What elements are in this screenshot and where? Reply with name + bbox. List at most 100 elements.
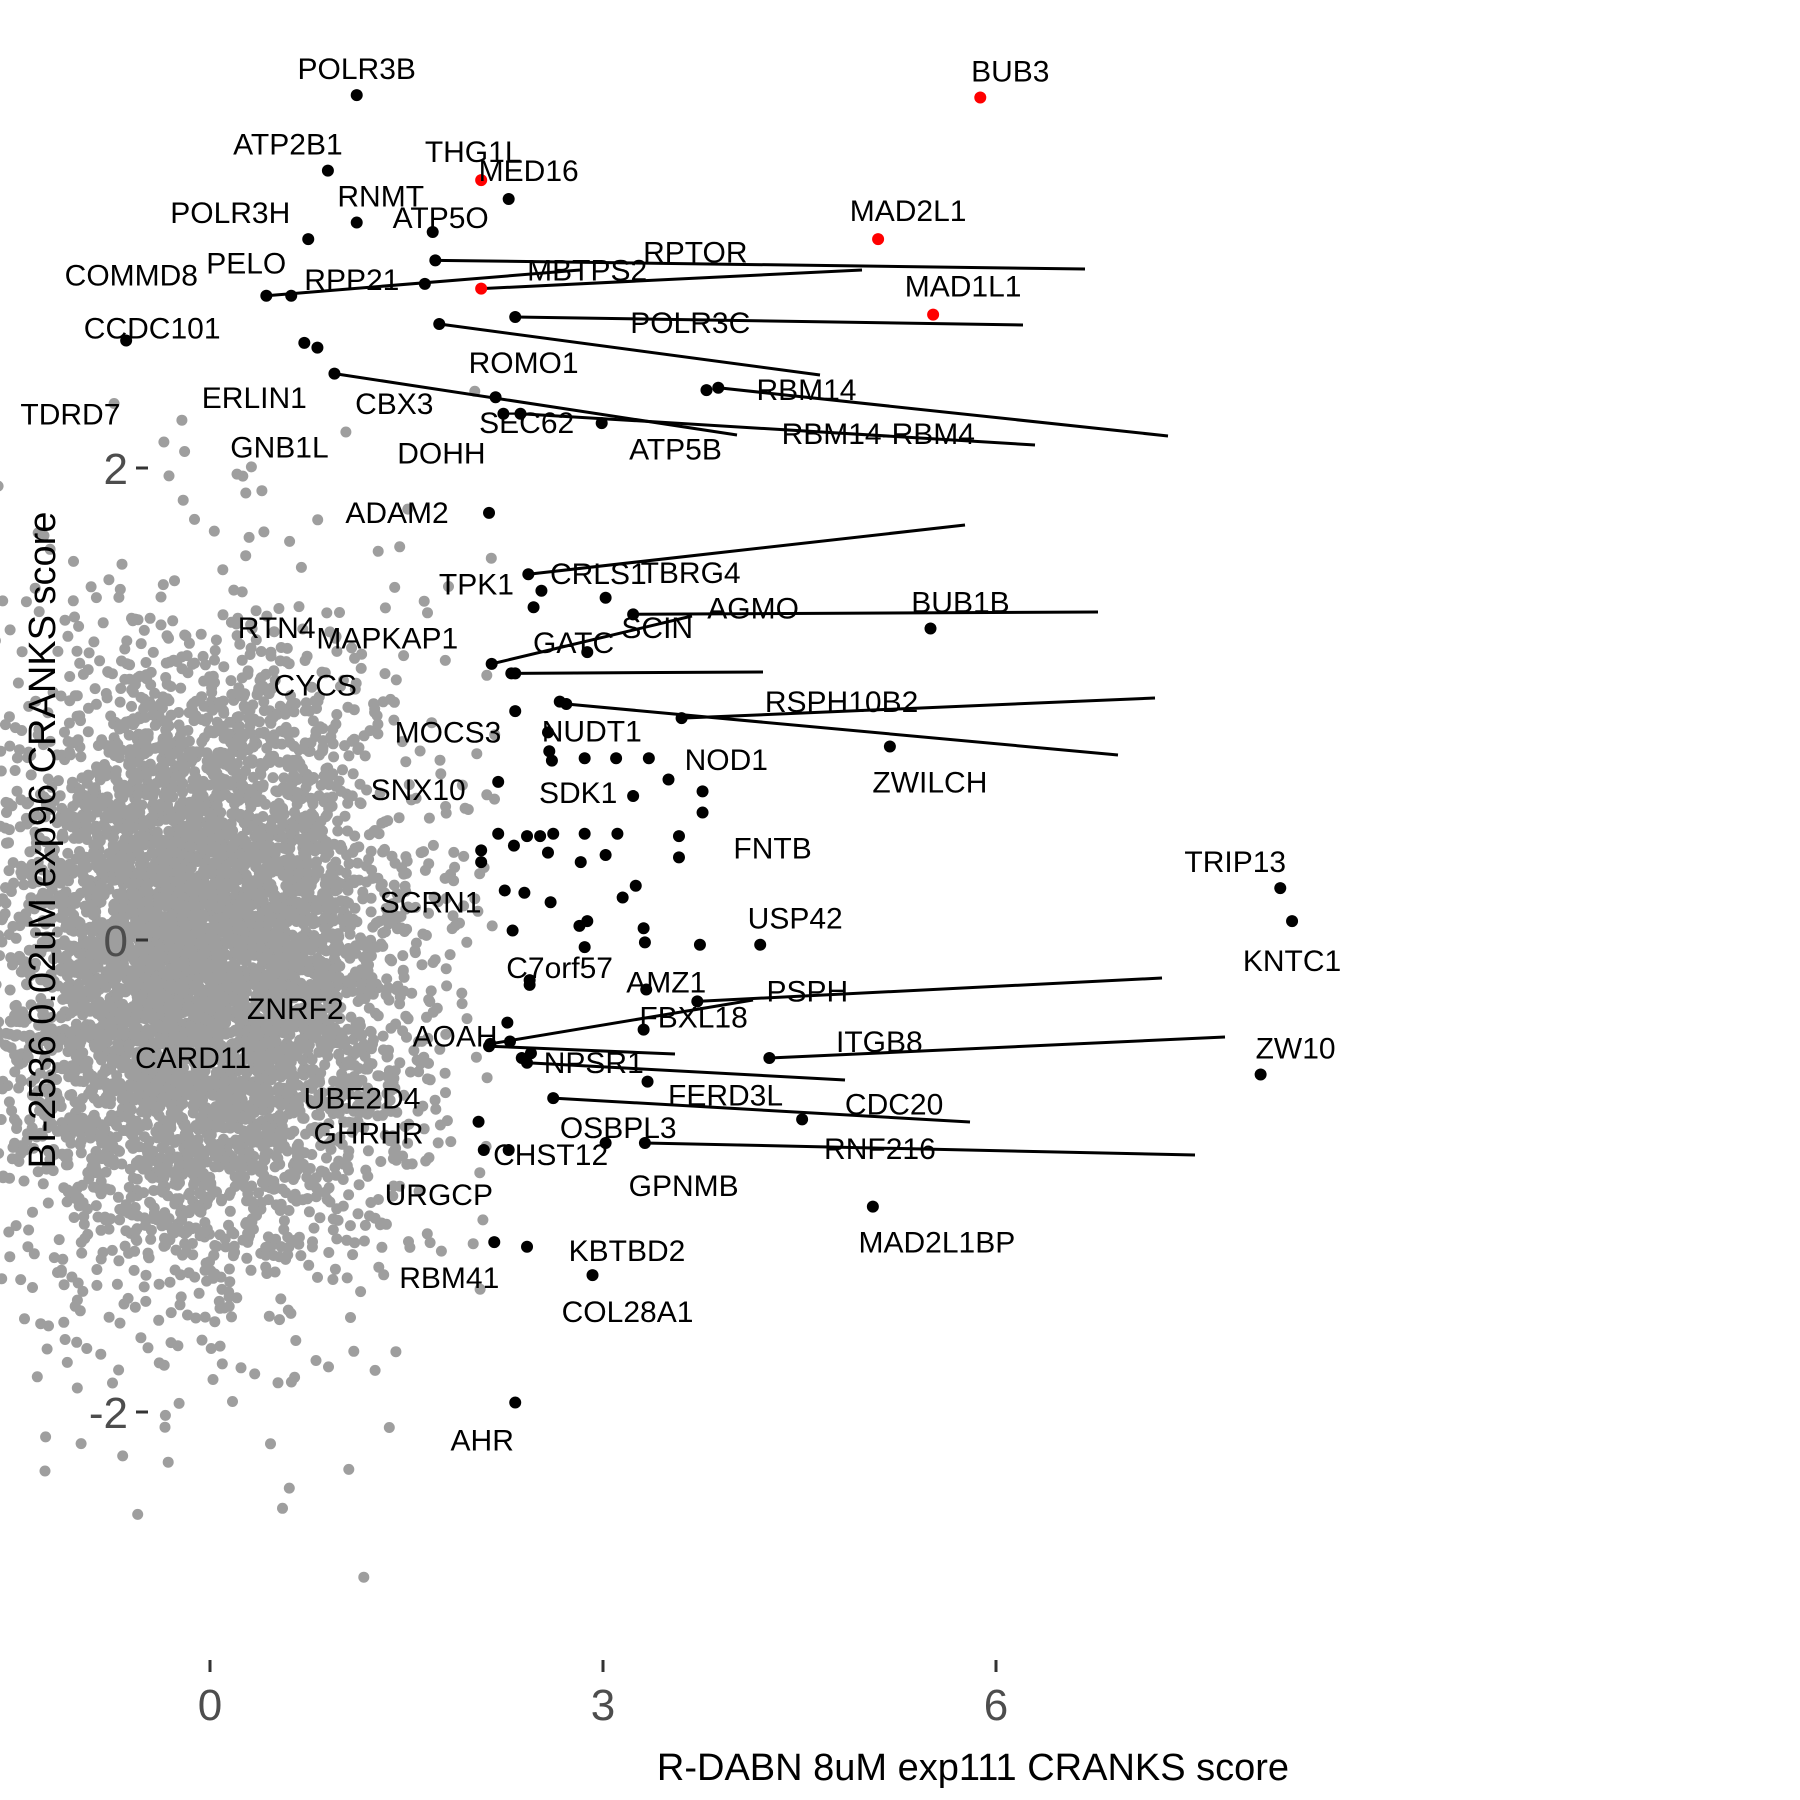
background-point — [187, 1249, 199, 1261]
background-point — [87, 909, 99, 921]
background-point — [214, 1229, 226, 1241]
background-point — [405, 1066, 416, 1078]
background-point — [255, 672, 267, 684]
background-point — [335, 785, 347, 797]
background-point — [46, 912, 58, 924]
background-point — [278, 842, 290, 854]
background-point — [275, 1293, 287, 1305]
background-point — [277, 1502, 288, 1514]
background-point — [328, 947, 340, 959]
background-point — [346, 985, 358, 997]
background-point — [89, 683, 101, 695]
background-point — [269, 1161, 281, 1173]
background-point — [301, 650, 313, 662]
background-point — [65, 1007, 77, 1019]
background-point — [352, 1208, 364, 1220]
background-point — [467, 1238, 479, 1250]
background-point — [419, 864, 431, 876]
background-point — [444, 949, 456, 961]
background-point — [369, 1364, 381, 1376]
background-point — [3, 711, 15, 723]
background-point — [267, 772, 279, 784]
background-point — [138, 1187, 149, 1199]
background-point — [281, 1003, 293, 1014]
background-point — [6, 1105, 18, 1117]
background-point — [217, 609, 229, 621]
background-point — [240, 765, 251, 777]
background-point — [281, 642, 293, 654]
background-point — [62, 630, 74, 642]
background-point — [199, 659, 211, 671]
background-point — [394, 998, 406, 1010]
background-point — [177, 758, 189, 770]
background-point — [242, 756, 254, 768]
background-point — [456, 998, 468, 1010]
background-point — [16, 725, 28, 736]
background-point — [429, 1094, 441, 1106]
background-point — [140, 657, 152, 668]
background-point — [106, 668, 118, 680]
background-point — [16, 646, 28, 658]
background-point — [90, 698, 102, 710]
background-point — [441, 980, 453, 992]
background-point — [85, 581, 97, 593]
background-point — [157, 579, 169, 591]
background-point — [177, 494, 189, 506]
background-points — [0, 385, 501, 1583]
background-point — [256, 485, 268, 497]
background-point — [94, 655, 106, 667]
background-point — [179, 629, 191, 641]
background-point — [93, 862, 104, 874]
background-point — [348, 1024, 360, 1036]
background-point — [237, 780, 249, 791]
background-point — [209, 654, 220, 666]
background-point — [261, 1268, 273, 1279]
background-point — [267, 857, 279, 869]
background-point — [284, 535, 296, 547]
background-point — [52, 645, 64, 657]
background-point — [245, 1264, 257, 1276]
background-point — [264, 732, 276, 744]
background-point — [177, 786, 188, 798]
background-point — [359, 750, 371, 762]
background-point — [245, 642, 257, 654]
background-point — [350, 1047, 362, 1059]
background-point — [119, 833, 131, 845]
background-point — [0, 950, 5, 962]
background-point — [48, 1252, 60, 1264]
background-point — [97, 1246, 109, 1258]
background-point — [255, 646, 267, 657]
background-point — [72, 1099, 84, 1111]
background-point — [213, 1138, 225, 1150]
background-point — [249, 1368, 261, 1380]
background-point — [231, 1292, 243, 1304]
background-point — [456, 779, 468, 791]
background-point — [390, 674, 402, 686]
background-point — [205, 1343, 217, 1354]
background-point — [164, 1276, 176, 1288]
background-point — [162, 1456, 174, 1468]
background-point — [203, 1134, 215, 1146]
background-point — [184, 1187, 196, 1199]
background-point — [334, 607, 345, 618]
background-point — [8, 877, 20, 889]
background-point — [153, 1357, 165, 1369]
background-point — [122, 1292, 134, 1304]
background-point — [114, 1317, 126, 1329]
background-point — [0, 1148, 5, 1159]
background-point — [128, 1264, 140, 1276]
background-point — [312, 514, 324, 526]
background-point — [372, 545, 384, 557]
background-point — [113, 1364, 125, 1376]
background-point — [327, 1224, 339, 1236]
background-point — [293, 601, 305, 613]
background-point — [223, 1300, 235, 1312]
background-point — [283, 1205, 295, 1216]
background-point — [268, 968, 280, 980]
background-point — [0, 1016, 5, 1028]
background-point — [23, 1224, 35, 1236]
background-point — [13, 1082, 25, 1094]
background-point — [27, 878, 39, 889]
background-point — [23, 944, 35, 956]
background-point — [258, 1152, 270, 1164]
